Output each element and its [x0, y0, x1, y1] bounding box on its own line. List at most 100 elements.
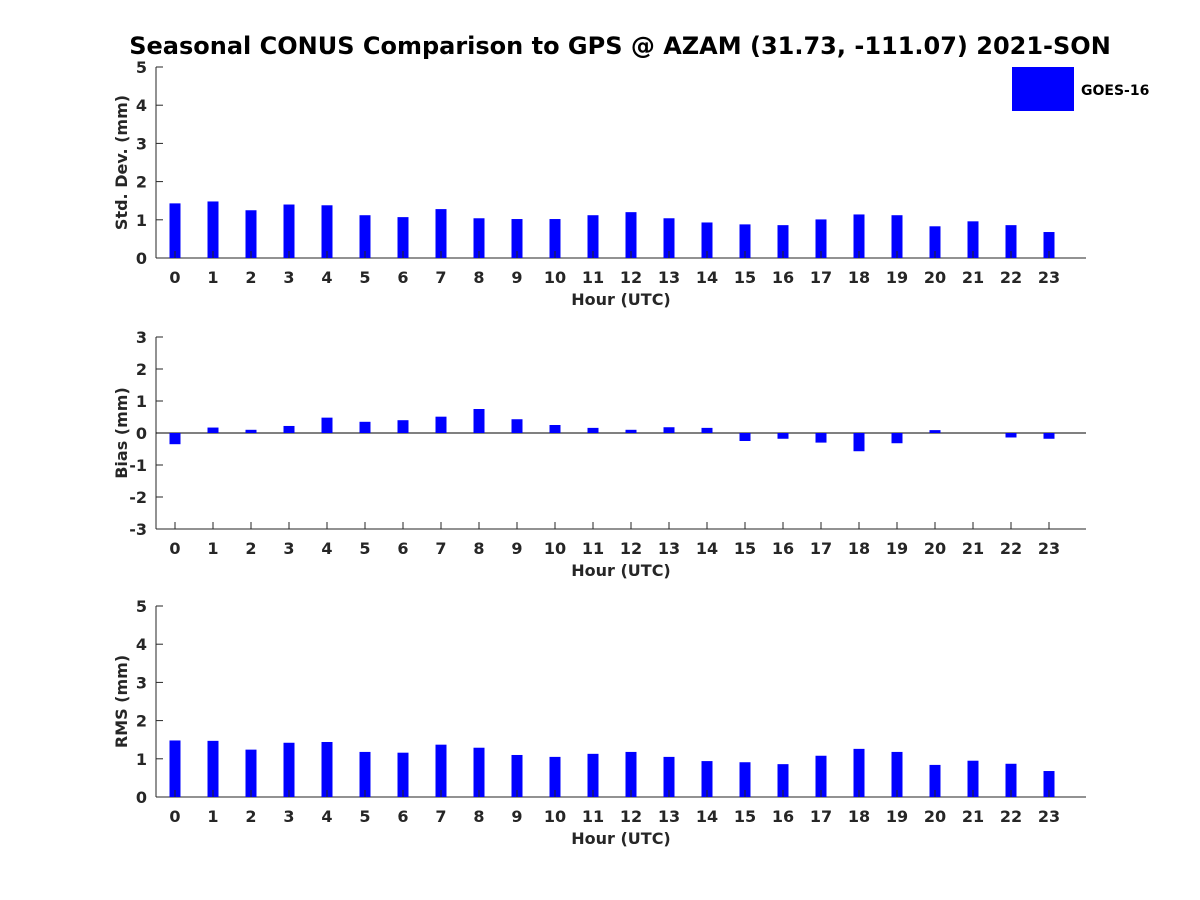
- x-tick-label: 13: [658, 268, 680, 287]
- x-tick-label: 3: [283, 807, 294, 826]
- y-tick-label: 4: [136, 635, 147, 654]
- x-tick-label: 10: [544, 268, 566, 287]
- x-tick-label: 7: [435, 807, 446, 826]
- y-tick-label: -1: [129, 456, 147, 475]
- bar-hour-8: [473, 747, 485, 797]
- y-tick-label: -3: [129, 520, 147, 539]
- bar-hour-9: [511, 754, 523, 797]
- y-tick-label: 3: [136, 328, 147, 347]
- bar-hour-6: [397, 217, 409, 258]
- x-tick-label: 14: [696, 268, 718, 287]
- y-tick-label: 1: [136, 211, 147, 230]
- x-tick-label: 23: [1038, 807, 1060, 826]
- y-tick-label: 5: [136, 58, 147, 77]
- x-tick-label: 11: [582, 268, 604, 287]
- bar-hour-5: [359, 751, 371, 797]
- x-tick-label: 4: [321, 807, 332, 826]
- bar-hour-10: [549, 219, 561, 258]
- bar-hour-6: [397, 752, 409, 797]
- y-tick-label: 2: [136, 360, 147, 379]
- x-tick-label: 2: [245, 268, 256, 287]
- x-tick-label: 7: [435, 268, 446, 287]
- bar-hour-5: [359, 215, 371, 258]
- bar-hour-1: [207, 740, 219, 797]
- bar-hour-10: [549, 425, 561, 433]
- x-tick-label: 4: [321, 268, 332, 287]
- x-tick-label: 0: [169, 268, 180, 287]
- x-tick-label: 8: [473, 539, 484, 558]
- x-tick-label: 22: [1000, 268, 1022, 287]
- bar-hour-11: [587, 215, 599, 258]
- y-tick-label: 5: [136, 597, 147, 616]
- y-tick-label: 4: [136, 96, 147, 115]
- bar-hour-18: [853, 433, 865, 452]
- bar-hour-20: [929, 430, 941, 433]
- y-tick-label: 2: [136, 712, 147, 731]
- y-axis-label: RMS (mm): [112, 655, 131, 748]
- legend: GOES-16: [1012, 67, 1149, 111]
- bar-hour-19: [891, 751, 903, 797]
- bar-hour-10: [549, 756, 561, 797]
- bar-hour-15: [739, 224, 751, 258]
- x-tick-label: 19: [886, 268, 908, 287]
- x-tick-label: 16: [772, 807, 794, 826]
- bar-hour-17: [815, 433, 827, 443]
- bar-hour-14: [701, 222, 713, 258]
- x-tick-label: 21: [962, 539, 984, 558]
- bar-hour-23: [1043, 771, 1055, 797]
- bar-hour-13: [663, 218, 675, 258]
- x-tick-label: 0: [169, 539, 180, 558]
- x-tick-label: 17: [810, 807, 832, 826]
- x-tick-label: 6: [397, 807, 408, 826]
- bar-hour-20: [929, 764, 941, 797]
- y-tick-label: 1: [136, 750, 147, 769]
- y-axis-label: Bias (mm): [112, 387, 131, 479]
- y-tick-label: 3: [136, 673, 147, 692]
- x-tick-label: 13: [658, 807, 680, 826]
- x-tick-label: 9: [511, 539, 522, 558]
- bar-hour-11: [587, 753, 599, 797]
- bar-hour-9: [511, 219, 523, 258]
- x-tick-label: 1: [207, 268, 218, 287]
- x-axis-label: Hour (UTC): [571, 829, 671, 848]
- bar-hour-8: [473, 409, 485, 433]
- x-tick-label: 2: [245, 807, 256, 826]
- x-tick-label: 15: [734, 807, 756, 826]
- x-tick-label: 12: [620, 807, 642, 826]
- x-tick-label: 20: [924, 539, 946, 558]
- x-axis-label: Hour (UTC): [571, 561, 671, 580]
- bar-hour-6: [397, 420, 409, 433]
- bar-hour-4: [321, 205, 333, 258]
- x-tick-label: 5: [359, 539, 370, 558]
- bar-hour-19: [891, 215, 903, 258]
- bar-hour-19: [891, 433, 903, 444]
- x-tick-label: 9: [511, 268, 522, 287]
- x-tick-label: 11: [582, 807, 604, 826]
- bar-hour-7: [435, 416, 447, 433]
- bar-hour-12: [625, 429, 637, 433]
- x-tick-label: 3: [283, 539, 294, 558]
- x-tick-label: 10: [544, 807, 566, 826]
- y-tick-label: 0: [136, 788, 147, 807]
- y-tick-label: 0: [136, 249, 147, 268]
- bar-hour-4: [321, 417, 333, 433]
- bar-hour-13: [663, 756, 675, 797]
- bar-hour-17: [815, 219, 827, 258]
- bar-hour-15: [739, 433, 751, 441]
- x-tick-label: 13: [658, 539, 680, 558]
- y-tick-label: -2: [129, 488, 147, 507]
- bar-hour-1: [207, 427, 219, 433]
- x-tick-label: 15: [734, 268, 756, 287]
- figure-title: Seasonal CONUS Comparison to GPS @ AZAM …: [129, 32, 1111, 60]
- bar-hour-7: [435, 744, 447, 797]
- bar-hour-21: [967, 760, 979, 797]
- x-tick-label: 18: [848, 539, 870, 558]
- x-tick-label: 16: [772, 268, 794, 287]
- bar-hour-2: [245, 749, 257, 797]
- x-tick-label: 14: [696, 539, 718, 558]
- bar-hour-0: [169, 203, 181, 258]
- x-tick-label: 12: [620, 539, 642, 558]
